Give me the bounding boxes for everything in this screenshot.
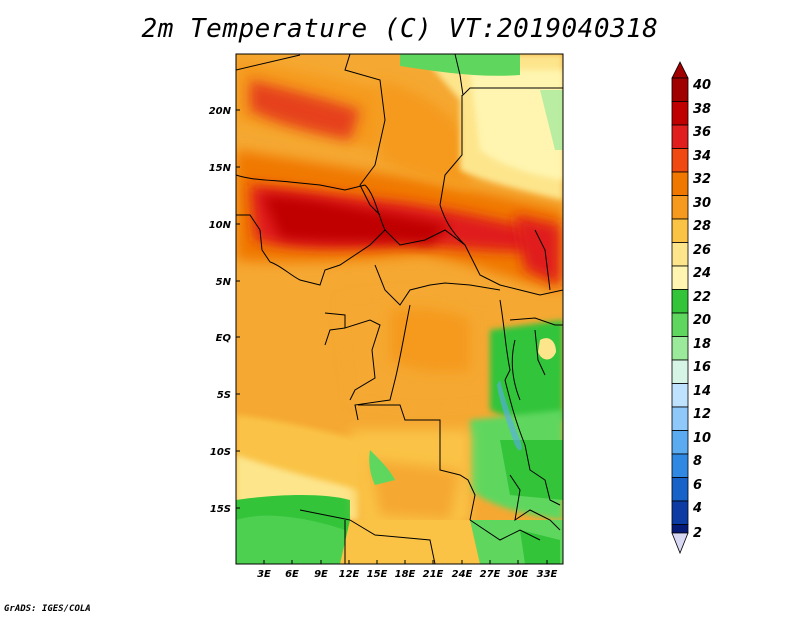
colorbar-label: 14	[693, 384, 711, 399]
colorbar-segment	[671, 124, 689, 149]
colorbar-segment	[671, 218, 689, 243]
lat-label-15s: 15S	[210, 504, 231, 515]
colorbar	[671, 61, 689, 555]
colorbar-segment	[671, 430, 689, 455]
chart-title: 2m Temperature (C) VT:2019040318	[141, 14, 659, 44]
lat-label-10n: 10N	[209, 220, 232, 231]
lon-label-24e: 24E	[452, 569, 473, 580]
colorbar-bottom-arrow	[671, 532, 689, 555]
colorbar-label: 30	[693, 196, 711, 211]
country-boundaries	[236, 54, 563, 564]
colorbar-segment	[671, 453, 689, 478]
colorbar-label: 20	[693, 313, 711, 328]
lon-label-9e: 9E	[314, 569, 328, 580]
colorbar-segment	[671, 195, 689, 220]
colorbar-segment	[671, 336, 689, 361]
latitude-axis: 20N 15N 10N 5N EQ 5S 10S 15S	[209, 106, 240, 515]
colorbar-segment	[671, 477, 689, 502]
lon-label-3e: 3E	[257, 569, 271, 580]
colorbar-label: 16	[693, 360, 711, 375]
colorbar-label: 40	[692, 78, 711, 93]
colorbar-segment	[671, 101, 689, 126]
lon-label-21e: 21E	[423, 569, 444, 580]
colorbar-label: 6	[693, 478, 702, 493]
colorbar-label: 32	[693, 172, 711, 187]
colorbar-segment	[671, 77, 689, 102]
colorbar-labels: 40 38 36 34 32 30 28 26 24 22 20 18 16 1…	[692, 78, 711, 541]
lat-label-eq: EQ	[216, 333, 232, 344]
longitude-axis: 3E 6E 9E 12E 15E 18E 21E 24E 27E 30E 33E	[257, 560, 558, 580]
colorbar-label: 10	[693, 431, 711, 446]
colorbar-label: 26	[693, 243, 711, 258]
colorbar-label: 34	[693, 149, 711, 164]
temperature-field	[236, 54, 563, 564]
colorbar-label: 4	[692, 501, 702, 516]
lat-label-10s: 10S	[210, 447, 231, 458]
colorbar-segment	[671, 524, 689, 534]
lon-label-27e: 27E	[480, 569, 501, 580]
colorbar-segment	[671, 289, 689, 314]
map-frame	[235, 53, 564, 565]
colorbar-label: 12	[693, 407, 711, 422]
colorbar-segment	[671, 265, 689, 290]
colorbar-segment	[671, 383, 689, 408]
credit-text: GrADS: IGES/COLA	[4, 604, 91, 614]
colorbar-segment	[671, 406, 689, 431]
colorbar-segment	[671, 312, 689, 337]
colorbar-segment	[671, 171, 689, 196]
colorbar-segment	[671, 359, 689, 384]
lat-label-5n: 5N	[216, 277, 232, 288]
lon-label-33e: 33E	[537, 569, 558, 580]
colorbar-label: 38	[693, 102, 711, 117]
colorbar-label: 18	[693, 337, 711, 352]
lon-label-18e: 18E	[395, 569, 416, 580]
lon-label-15e: 15E	[367, 569, 388, 580]
colorbar-label: 36	[693, 125, 711, 140]
colorbar-label: 22	[693, 290, 711, 305]
colorbar-segment	[671, 148, 689, 173]
colorbar-segment	[671, 242, 689, 267]
colorbar-label: 24	[693, 266, 711, 281]
lon-label-6e: 6E	[285, 569, 299, 580]
lat-label-15n: 15N	[209, 163, 232, 174]
lat-label-5s: 5S	[217, 390, 231, 401]
colorbar-segment	[671, 500, 689, 525]
lon-label-30e: 30E	[508, 569, 529, 580]
colorbar-label: 8	[693, 454, 702, 469]
colorbar-label: 2	[693, 526, 702, 541]
lon-label-12e: 12E	[339, 569, 360, 580]
lat-label-20n: 20N	[209, 106, 232, 117]
colorbar-label: 28	[693, 219, 711, 234]
colorbar-top-arrow	[671, 61, 689, 79]
